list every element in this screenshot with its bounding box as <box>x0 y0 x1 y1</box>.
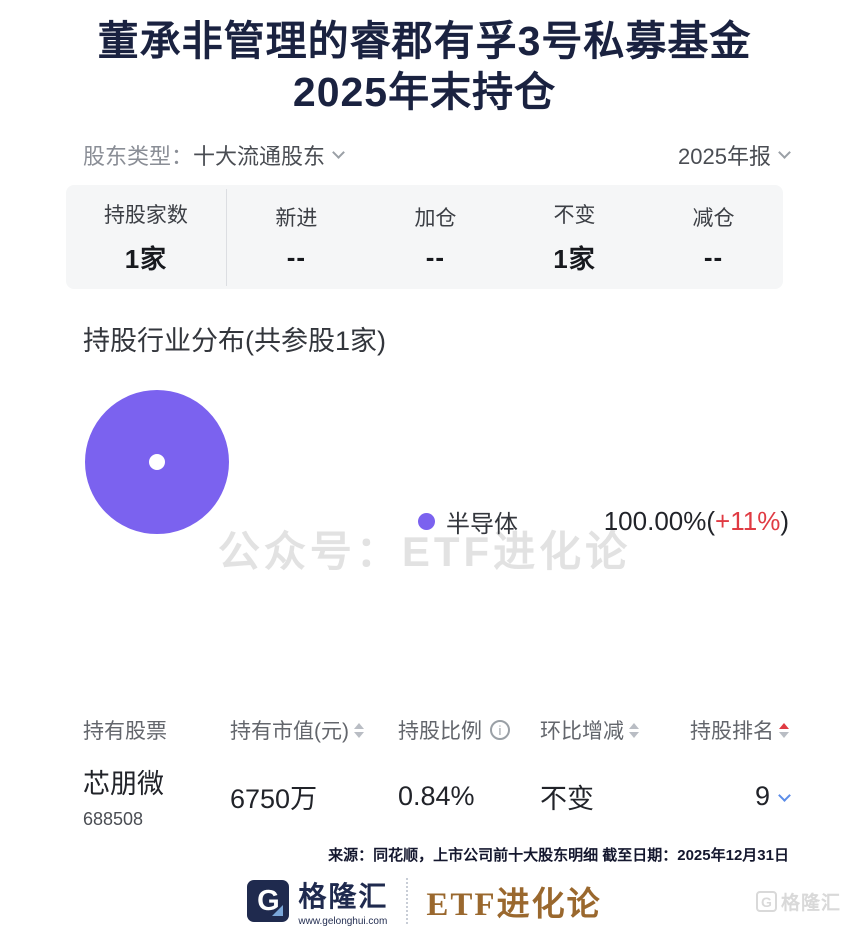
industry-donut-chart: 公众号：ETF进化论 半导体 100.00%(+11%) <box>60 368 789 668</box>
stat-value: 1家 <box>553 243 596 274</box>
sort-icon[interactable] <box>354 722 364 738</box>
page-title: 董承非管理的睿郡有孚3号私募基金 2025年末持仓 <box>60 0 789 118</box>
chevron-down-icon <box>778 788 791 802</box>
stat-label: 减仓 <box>692 206 735 230</box>
filter-bar: 股东类型： 十大流通股东 2025年报 <box>60 139 791 171</box>
legend-dot-icon <box>418 513 435 530</box>
col-header-rank[interactable]: 持股排名 <box>670 712 789 748</box>
stat-label: 新进 <box>275 206 318 230</box>
stats-summary-bar: 持股家数 1家 新进 -- 加仓 -- 不变 1家 减仓 -- <box>66 185 783 289</box>
report-period-value: 2025年报 <box>678 144 771 169</box>
change-cell: 不变 <box>540 783 594 814</box>
col-header-label: 持有市值(元) <box>230 720 349 743</box>
brand-name: 格隆汇 <box>298 881 389 912</box>
stat-label: 加仓 <box>414 206 457 230</box>
stat-value: 1家 <box>124 243 168 274</box>
col-header-label: 持股排名 <box>690 720 774 743</box>
source-note: 来源：同花顺，上市公司前十大股东明细 截至日期：2025年12月31日 <box>328 847 789 864</box>
stat-decrease: 减仓 -- <box>644 192 783 283</box>
stat-value: -- <box>286 241 307 272</box>
chevron-down-icon <box>332 146 345 159</box>
stat-value: -- <box>703 241 724 272</box>
legend-change-value: +11% <box>715 506 781 536</box>
table-row[interactable]: 芯朋微 688508 6750万 0.84% 不变 9 <box>83 762 791 830</box>
legend-value-percent: 100.00%( <box>603 506 716 536</box>
shareholder-type-value: 十大流通股东 <box>193 144 326 169</box>
shareholder-type-dropdown[interactable]: 十大流通股东 <box>193 139 345 171</box>
corner-watermark: G 格隆汇 <box>755 888 841 915</box>
shareholder-type-filter: 股东类型： 十大流通股东 <box>83 139 345 171</box>
col-header-label: 环比增减 <box>540 720 624 743</box>
stat-increase: 加仓 -- <box>366 192 505 283</box>
col-header-stock: 持有股票 <box>83 712 230 748</box>
market-value-cell: 6750万 <box>230 783 318 814</box>
brand-text-block: 格隆汇 www.gelonghui.com <box>298 875 388 927</box>
stat-value: -- <box>425 241 446 272</box>
info-icon[interactable]: i <box>490 720 510 740</box>
legend-value: 100.00%(+11%) <box>604 506 789 537</box>
stat-unchanged: 不变 1家 <box>505 189 644 286</box>
legend-name: 半导体 <box>446 511 518 538</box>
report-period-dropdown[interactable]: 2025年报 <box>678 139 791 171</box>
footer-divider <box>406 878 409 924</box>
legend-row-semiconductor: 半导体 100.00%(+11%) <box>418 504 789 539</box>
rank-value: 9 <box>754 780 770 811</box>
chevron-down-icon <box>778 146 791 159</box>
stat-holder-count: 持股家数 1家 <box>66 188 227 286</box>
stock-cell: 芯朋微 688508 <box>83 762 230 830</box>
footer-branding: G 格隆汇 www.gelonghui.com ETF进化论 <box>60 875 789 927</box>
legend-value-paren: ) <box>780 506 789 536</box>
stat-label: 不变 <box>553 203 596 227</box>
stock-name: 芯朋微 <box>83 769 164 799</box>
sort-icon-active-asc[interactable] <box>779 722 789 738</box>
col-header-label: 持股比例 <box>398 720 482 743</box>
holdings-table: 持有股票 持有市值(元) 持股比例 i 环比增减 持股排名 芯朋微 68 <box>60 712 791 830</box>
industry-section-title: 持股行业分布(共参股1家) <box>83 326 386 356</box>
stock-code: 688508 <box>83 809 144 829</box>
gelonghui-logo-icon: G <box>247 880 290 922</box>
stat-label: 持股家数 <box>103 203 188 227</box>
brand-site: www.gelonghui.com <box>298 916 388 927</box>
col-header-label: 持有股票 <box>83 720 167 743</box>
col-header-market-value[interactable]: 持有市值(元) <box>230 712 398 748</box>
channel-name: ETF进化论 <box>426 887 602 923</box>
holding-ratio-cell: 0.84% <box>398 780 475 811</box>
page-title-line1: 董承非管理的睿郡有孚3号私募基金 <box>97 18 752 64</box>
table-header-row: 持有股票 持有市值(元) 持股比例 i 环比增减 持股排名 <box>83 712 789 748</box>
sort-icon[interactable] <box>629 722 639 738</box>
page-title-line2: 2025年末持仓 <box>292 69 557 115</box>
gelonghui-mini-logo-icon: G <box>755 891 777 912</box>
col-header-holding-ratio: 持股比例 i <box>398 712 540 748</box>
corner-watermark-text: 格隆汇 <box>780 893 841 914</box>
col-header-change[interactable]: 环比增减 <box>540 712 670 748</box>
donut-ring-semiconductor <box>85 390 229 534</box>
shareholder-type-label: 股东类型： <box>83 144 194 169</box>
stat-new: 新进 -- <box>227 192 366 283</box>
rank-cell[interactable]: 9 <box>670 780 791 812</box>
gelonghui-brand: G 格隆汇 www.gelonghui.com <box>247 875 388 927</box>
